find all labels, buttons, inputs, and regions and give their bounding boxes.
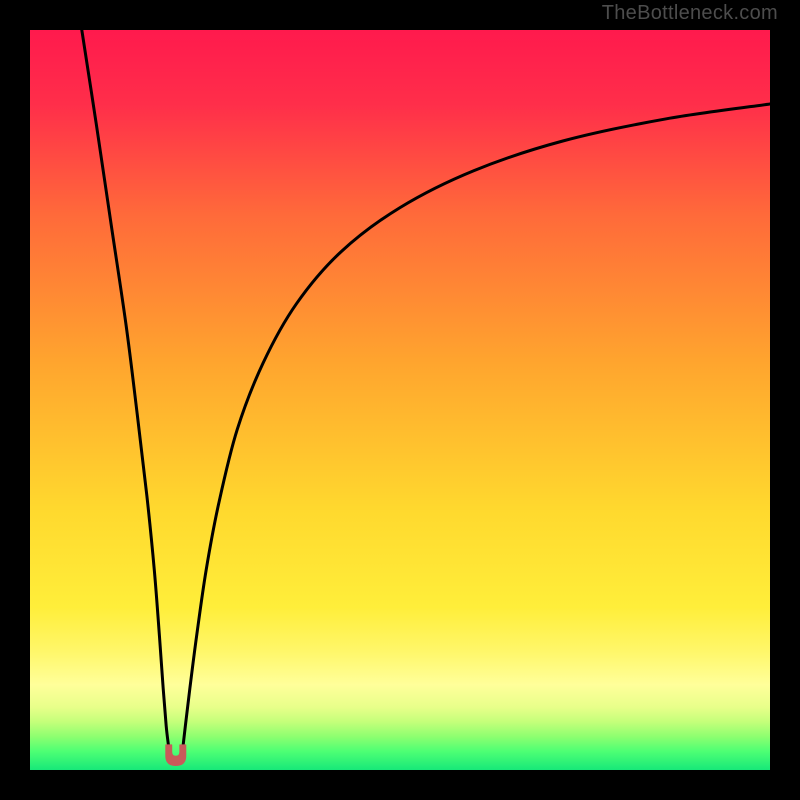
notch-marker [30, 30, 770, 770]
plot-area [30, 30, 770, 770]
chart-container: TheBottleneck.com [0, 0, 800, 800]
watermark-text: TheBottleneck.com [602, 2, 778, 25]
notch-marker-shape [166, 745, 186, 766]
